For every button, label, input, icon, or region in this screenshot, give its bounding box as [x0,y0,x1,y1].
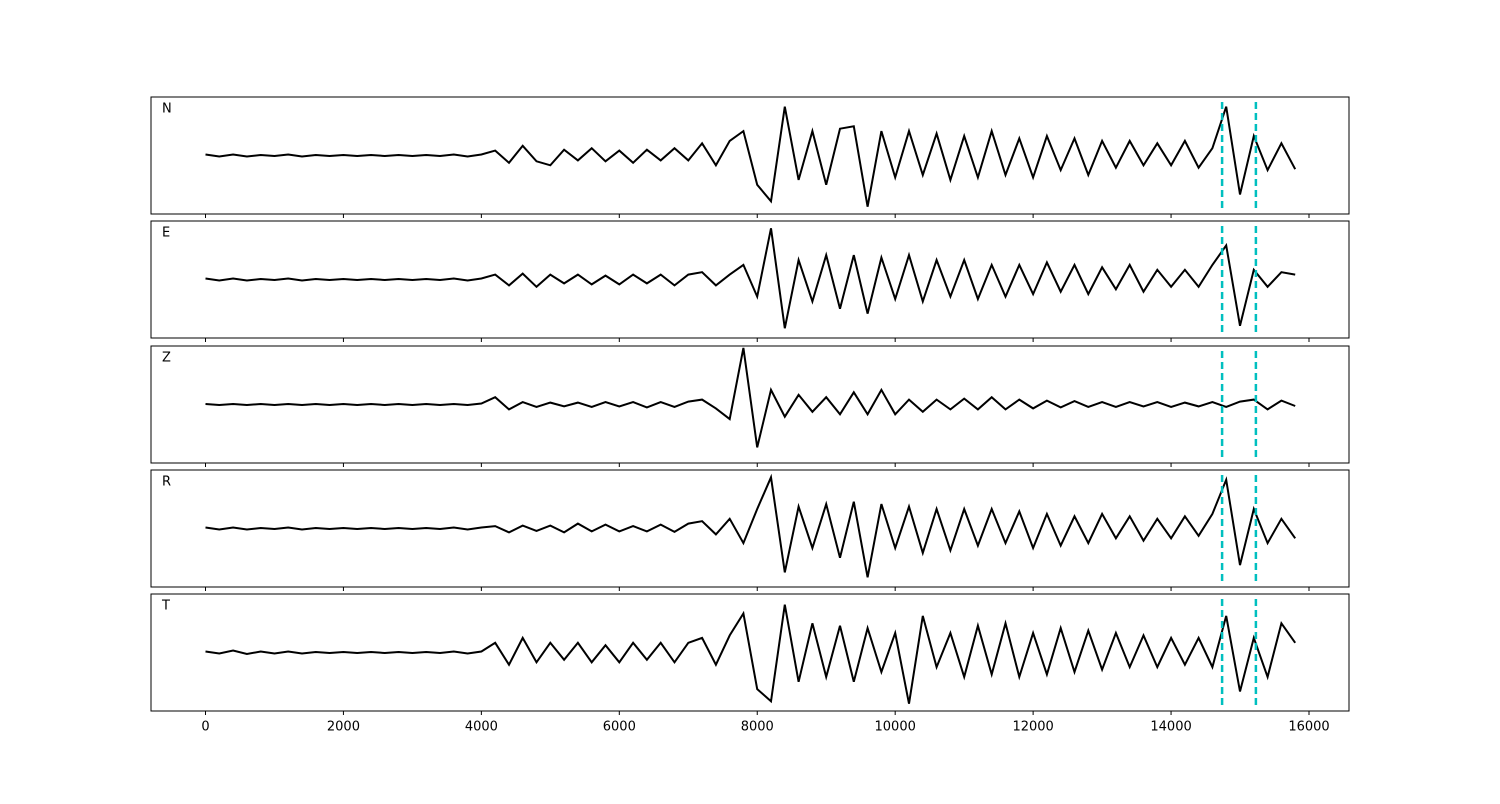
trace-line [205,106,1297,207]
x-tick-label: 4000 [465,720,498,735]
panel-label: T [161,599,170,614]
trace-line [205,347,1296,448]
panel-label: N [162,102,172,117]
panel-frame [150,345,1350,464]
panel-frame [150,96,1350,215]
x-tick-label: 6000 [603,720,636,735]
panel-label: Z [162,351,171,366]
x-tick-label: 8000 [741,720,774,735]
trace-line [205,604,1297,704]
x-tick-label: 0 [201,720,209,735]
x-tick-label: 2000 [327,720,360,735]
x-tick-label: 16000 [1288,720,1329,735]
panel-frame [150,593,1350,712]
x-tick-label: 12000 [1012,720,1053,735]
trace-line [205,228,1296,329]
panel-label: R [162,475,171,490]
x-tick-label: 14000 [1150,720,1191,735]
trace-line [205,473,1297,578]
x-tick-label: 10000 [875,720,916,735]
panel-label: E [162,226,170,241]
panel-frame [150,469,1350,588]
panel-frame [150,220,1350,339]
